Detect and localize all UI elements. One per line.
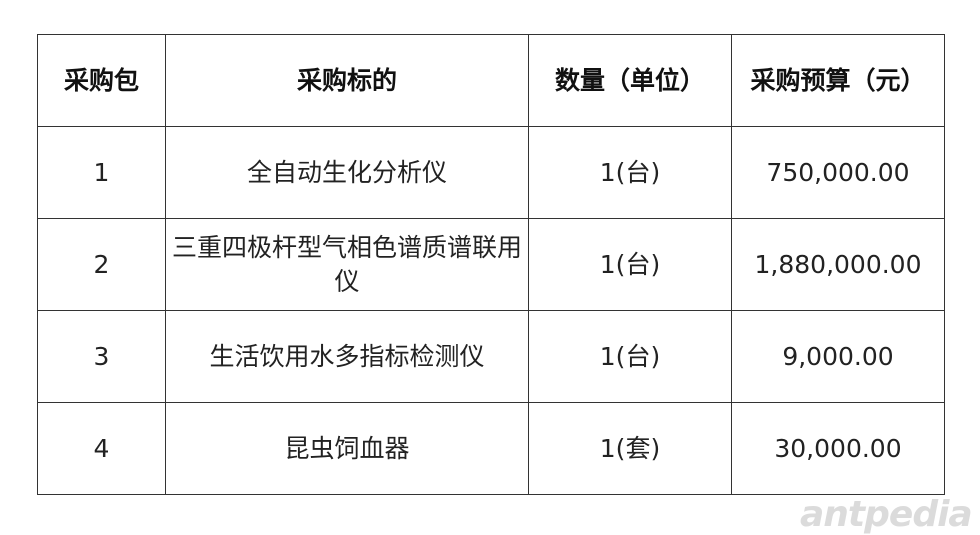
package-cell: 2 — [37, 218, 166, 311]
header-item: 采购标的 — [165, 34, 529, 127]
quantity-cell: 1(套) — [528, 402, 732, 495]
quantity-cell: 1(台) — [528, 310, 732, 403]
item-cell: 全自动生化分析仪 — [165, 126, 529, 219]
procurement-table: 采购包 采购标的 数量（单位） 采购预算（元） 1 全自动生化分析仪 1(台) 750… — [37, 34, 945, 495]
item-cell: 生活饮用水多指标检测仪 — [165, 310, 529, 403]
quantity-cell: 1(台) — [528, 218, 732, 311]
budget-cell: 750,000.00 — [731, 126, 945, 219]
table-row: 1 全自动生化分析仪 1(台) 750,000.00 — [37, 126, 945, 219]
budget-cell: 30,000.00 — [731, 402, 945, 495]
header-budget: 采购预算（元） — [731, 34, 945, 127]
header-row: 采购包 采购标的 数量（单位） 采购预算（元） — [37, 34, 945, 127]
package-cell: 4 — [37, 402, 166, 495]
watermark-logo: antpedia — [800, 494, 973, 535]
table-row: 2 三重四极杆型气相色谱质谱联用仪 1(台) 1,880,000.00 — [37, 218, 945, 311]
quantity-cell: 1(台) — [528, 126, 732, 219]
package-cell: 1 — [37, 126, 166, 219]
package-cell: 3 — [37, 310, 166, 403]
budget-cell: 9,000.00 — [731, 310, 945, 403]
header-quantity: 数量（单位） — [528, 34, 732, 127]
budget-cell: 1,880,000.00 — [731, 218, 945, 311]
item-cell: 三重四极杆型气相色谱质谱联用仪 — [165, 218, 529, 311]
table-row: 4 昆虫饲血器 1(套) 30,000.00 — [37, 402, 945, 495]
item-cell: 昆虫饲血器 — [165, 402, 529, 495]
header-package: 采购包 — [37, 34, 166, 127]
table-row: 3 生活饮用水多指标检测仪 1(台) 9,000.00 — [37, 310, 945, 403]
